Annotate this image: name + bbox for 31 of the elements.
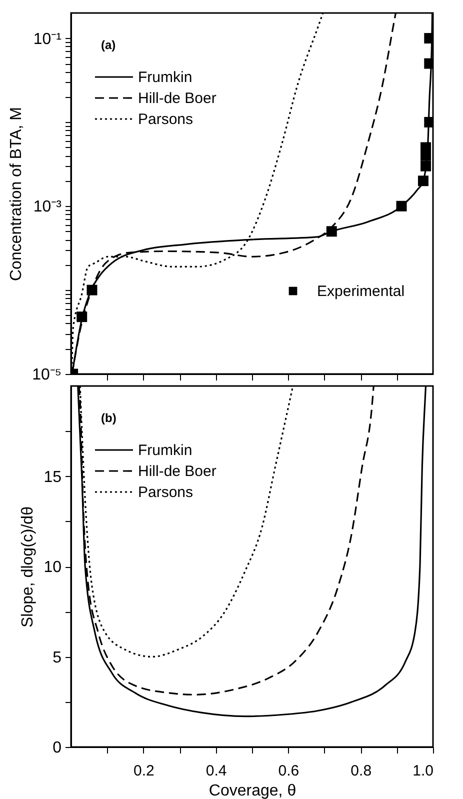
legend-label: Parsons [138, 111, 194, 128]
y-tick-label: 10⁻³ [33, 198, 62, 216]
legend-label: Parsons [138, 484, 194, 501]
x-tick-label: 0.8 [350, 762, 372, 780]
y-tick-label: 5 [52, 649, 62, 666]
legend-label: Hill-de Boer [138, 463, 216, 480]
y-tick-label: 0 [52, 740, 62, 756]
legend-label: Frumkin [138, 69, 192, 86]
point [326, 226, 337, 237]
point [418, 176, 428, 186]
y-axis-title: Concentration of BTA, M [8, 107, 26, 281]
legend-label: Hill-de Boer [138, 90, 216, 107]
point [76, 312, 88, 322]
y-tick-label: 15 [44, 468, 62, 486]
x-axis-title: Coverage, θ [208, 782, 296, 799]
annotation: (a) [101, 38, 116, 52]
y-tick-label: 10⁻⁵ [32, 366, 62, 384]
x-tick-label: 0.2 [133, 762, 154, 780]
y-axis-title: Slope, dlog(c)/dθ [20, 506, 37, 628]
y-tick-label: 10 [44, 559, 62, 576]
legend-label: Experimental [317, 283, 405, 300]
y-tick-label: 10⁻¹ [33, 30, 62, 48]
point [396, 200, 407, 212]
point [420, 142, 432, 153]
point [86, 284, 98, 296]
legend-label: Frumkin [138, 442, 192, 459]
x-tick-label: 1.0 [412, 762, 434, 780]
annotation: (b) [101, 411, 116, 425]
x-tick-label: 0.4 [206, 762, 227, 780]
x-tick-label: 0.6 [278, 762, 300, 780]
point [420, 160, 432, 172]
